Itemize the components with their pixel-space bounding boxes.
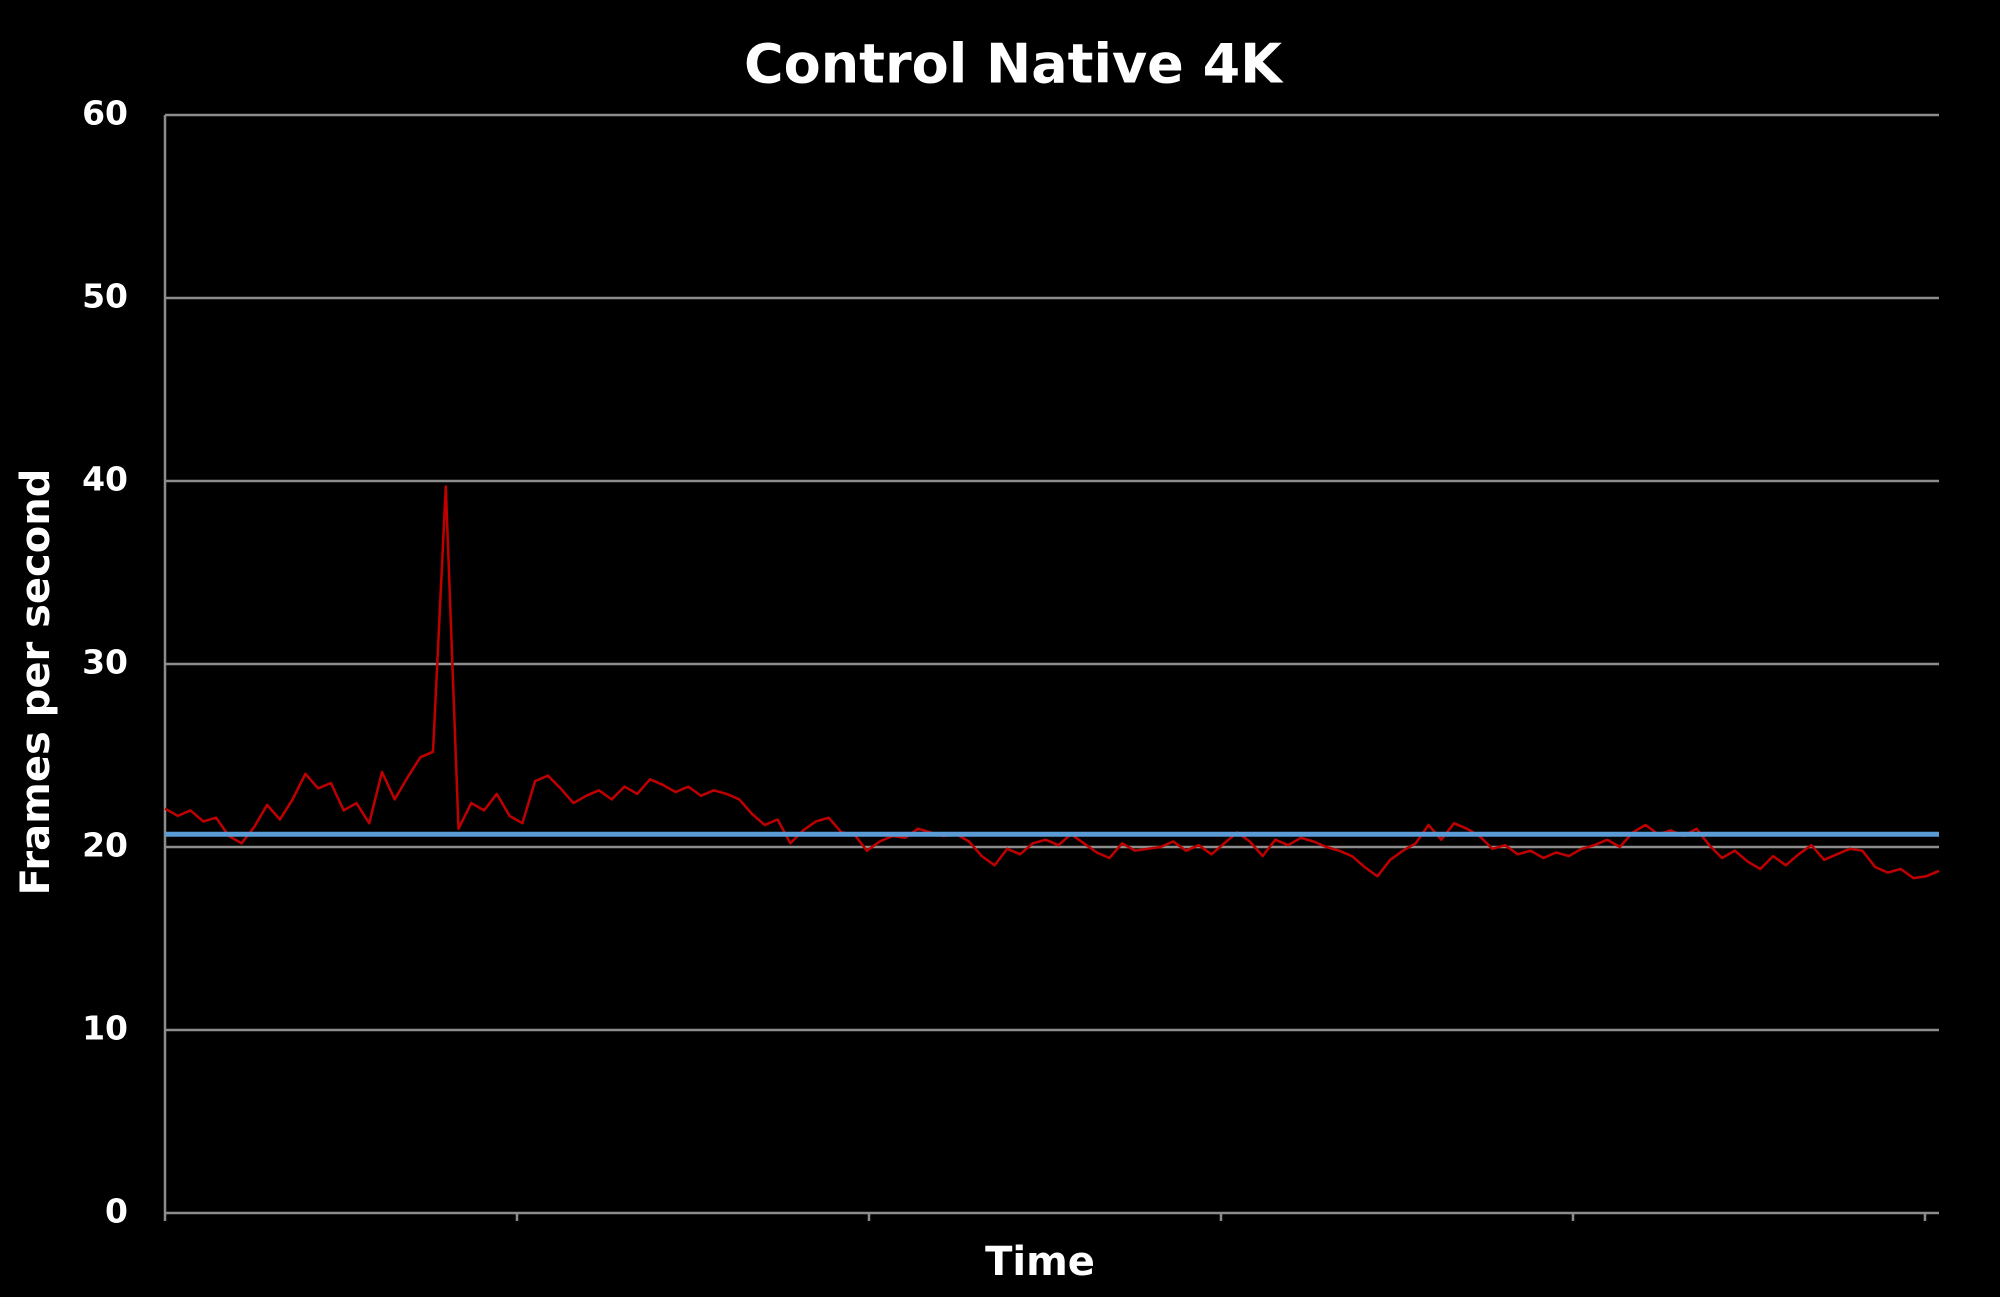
- y-tick-label: 60: [82, 94, 128, 133]
- y-tick-label: 10: [82, 1009, 128, 1048]
- y-tick-label: 40: [82, 460, 128, 499]
- y-tick-label: 50: [82, 277, 128, 316]
- y-tick-label: 0: [105, 1192, 128, 1231]
- chart-title: Control Native 4K: [744, 33, 1284, 96]
- y-tick-label: 30: [82, 643, 128, 682]
- data-line: [164, 485, 1940, 880]
- y-tick-label: 20: [82, 826, 128, 865]
- x-axis-label: Time: [985, 1239, 1095, 1285]
- y-axis-label: Frames per second: [13, 469, 59, 896]
